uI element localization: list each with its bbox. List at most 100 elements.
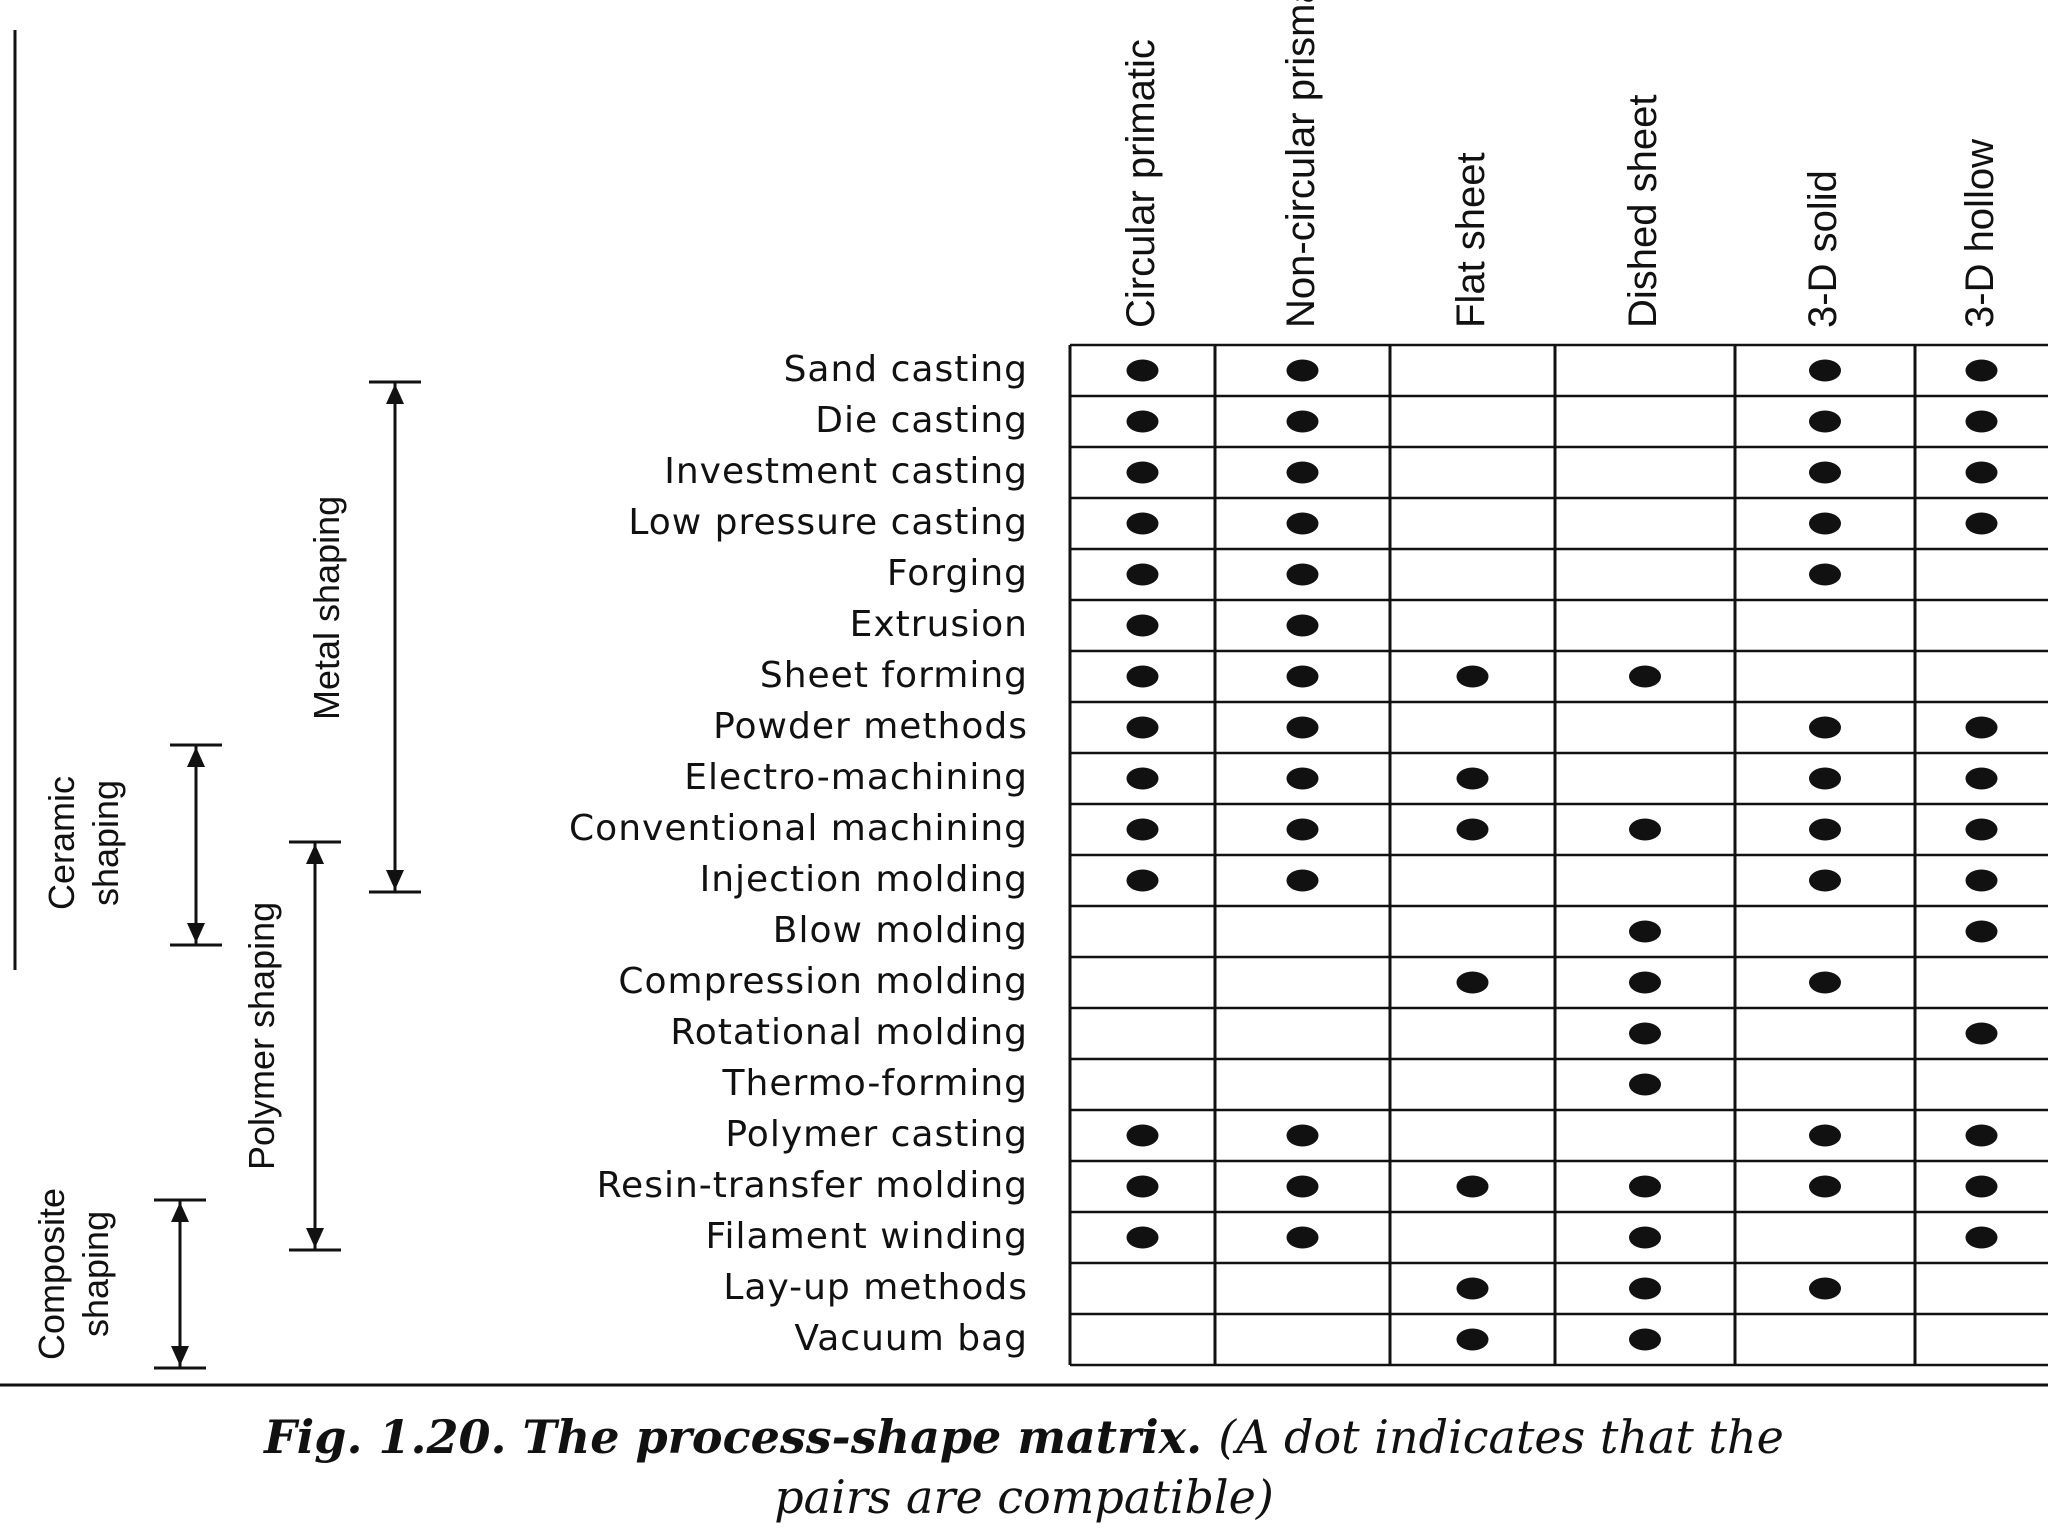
compatibility-dot: [1286, 869, 1319, 892]
row-label: Electro-machining: [684, 756, 1028, 798]
compatibility-dot: [1286, 818, 1319, 841]
compatibility-dot: [1126, 818, 1159, 841]
row-label: Conventional machining: [569, 807, 1028, 849]
compatibility-dot: [1126, 359, 1159, 382]
row-label: Powder methods: [713, 705, 1028, 747]
compatibility-dot: [1809, 869, 1841, 892]
group-label-composite: Composite shaping: [30, 1188, 118, 1360]
ceramic-bracket-arrow-bottom: [187, 923, 205, 943]
compatibility-dot: [1809, 359, 1841, 382]
compatibility-dot: [1809, 563, 1841, 586]
column-header: Non-circular prismatic: [1278, 0, 1323, 328]
compatibility-dot: [1629, 1226, 1661, 1249]
compatibility-dot: [1126, 1226, 1159, 1249]
row-label: Extrusion: [849, 603, 1028, 645]
figure-caption-line1: Fig. 1.20. The process-shape matrix. (A …: [0, 1410, 2048, 1464]
compatibility-dot: [1629, 665, 1661, 688]
compatibility-dot: [1965, 1124, 1998, 1147]
metal-bracket-arrow-top: [386, 384, 404, 404]
row-label: Sand casting: [783, 348, 1028, 390]
compatibility-dot: [1286, 461, 1319, 484]
compatibility-dot: [1809, 1175, 1841, 1198]
row-label: Resin-transfer molding: [596, 1164, 1028, 1206]
compatibility-dot: [1809, 1124, 1841, 1147]
group-label-polymer: Polymer shaping: [241, 901, 282, 1170]
metal-bracket-arrow-bottom: [386, 870, 404, 890]
compatibility-dot: [1965, 869, 1998, 892]
compatibility-dot: [1126, 512, 1159, 535]
compatibility-dot: [1286, 614, 1319, 637]
group-label-metal: Metal shaping: [306, 495, 347, 720]
group-label-ceramic-line1: Ceramic: [41, 775, 82, 910]
compatibility-dot: [1965, 461, 1998, 484]
row-label: Injection molding: [699, 858, 1028, 900]
row-label: Polymer casting: [725, 1113, 1028, 1155]
row-label: Die casting: [815, 399, 1028, 441]
polymer-bracket-arrow-bottom: [306, 1228, 324, 1248]
row-label: Filament winding: [705, 1215, 1028, 1257]
compatibility-dot: [1809, 716, 1841, 739]
compatibility-dot: [1286, 1175, 1319, 1198]
polymer-bracket-arrow-top: [306, 844, 324, 864]
compatibility-dot: [1456, 818, 1489, 841]
figure-caption-line2: pairs are compatible): [0, 1470, 2048, 1524]
compatibility-dot: [1286, 512, 1319, 535]
composite-bracket-arrow-bottom: [171, 1346, 189, 1366]
row-label: Lay-up methods: [723, 1266, 1028, 1308]
compatibility-dot: [1456, 767, 1489, 790]
compatibility-dot: [1809, 461, 1841, 484]
group-label-ceramic: Ceramic shaping: [40, 776, 128, 910]
compatibility-dot: [1629, 971, 1661, 994]
figure-caption-title: Fig. 1.20. The process-shape matrix.: [264, 1410, 1203, 1464]
column-header: 3-D solid: [1801, 170, 1845, 328]
compatibility-dot: [1126, 1124, 1159, 1147]
compatibility-dot: [1965, 1175, 1998, 1198]
compatibility-dot: [1286, 767, 1319, 790]
group-label-ceramic-line2: shaping: [85, 779, 126, 907]
compatibility-dot: [1809, 1277, 1841, 1300]
compatibility-dot: [1965, 818, 1998, 841]
compatibility-dot: [1126, 614, 1159, 637]
compatibility-dot: [1629, 920, 1661, 943]
row-label: Compression molding: [618, 960, 1028, 1002]
column-header: Circular primatic: [1118, 39, 1163, 328]
compatibility-dot: [1965, 1022, 1998, 1045]
compatibility-dot: [1809, 512, 1841, 535]
compatibility-dot: [1126, 563, 1159, 586]
compatibility-dot: [1965, 767, 1998, 790]
compatibility-dot: [1629, 1175, 1661, 1198]
figure-caption-note-1: (A dot indicates that the: [1218, 1410, 1784, 1464]
compatibility-dot: [1286, 1226, 1319, 1249]
compatibility-dot: [1286, 563, 1319, 586]
row-label: Rotational molding: [670, 1011, 1028, 1053]
compatibility-dot: [1126, 1175, 1159, 1198]
column-header: Flat sheet: [1448, 152, 1493, 328]
group-label-composite-line2: shaping: [75, 1210, 116, 1338]
figure-caption-note-2: pairs are compatible): [774, 1470, 1274, 1524]
compatibility-dot: [1126, 869, 1159, 892]
group-label-composite-line1: Composite: [31, 1187, 72, 1360]
compatibility-dot: [1809, 971, 1841, 994]
compatibility-dot: [1629, 1328, 1661, 1351]
compatibility-dot: [1286, 716, 1319, 739]
composite-bracket-arrow-top: [171, 1202, 189, 1222]
compatibility-dot: [1809, 767, 1841, 790]
compatibility-dot: [1965, 359, 1998, 382]
column-header: Dished sheet: [1621, 94, 1665, 328]
compatibility-dot: [1286, 665, 1319, 688]
compatibility-dot: [1629, 818, 1661, 841]
compatibility-dot: [1126, 716, 1159, 739]
row-label: Blow molding: [772, 909, 1028, 951]
row-label: Vacuum bag: [794, 1317, 1028, 1359]
compatibility-dot: [1629, 1277, 1661, 1300]
compatibility-dot: [1456, 1175, 1489, 1198]
compatibility-dot: [1126, 461, 1159, 484]
ceramic-bracket-arrow-top: [187, 747, 205, 767]
compatibility-dot: [1965, 1226, 1998, 1249]
compatibility-dot: [1965, 920, 1998, 943]
compatibility-dot: [1965, 410, 1998, 433]
compatibility-dot: [1809, 818, 1841, 841]
compatibility-dot: [1126, 767, 1159, 790]
